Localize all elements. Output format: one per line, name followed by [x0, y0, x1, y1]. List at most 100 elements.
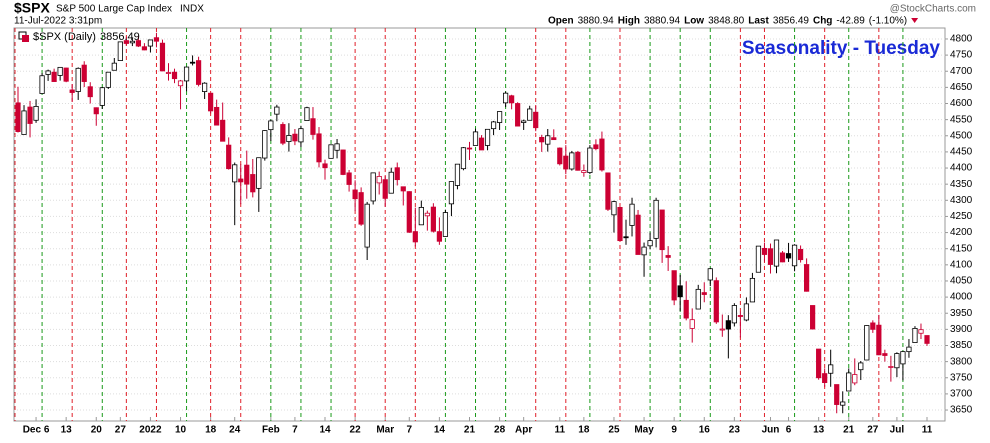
- candle-body: [177, 80, 184, 87]
- y-tick-label: 3850: [950, 340, 973, 351]
- candle-body: [376, 176, 382, 184]
- candle-body: [382, 179, 388, 199]
- candle-body: [671, 270, 677, 301]
- candle-body: [165, 72, 172, 74]
- x-tick-label: 6: [786, 425, 792, 436]
- y-tick-label: 3950: [950, 308, 973, 319]
- quote-chg: -42.89: [836, 16, 865, 27]
- candle-body: [894, 353, 900, 369]
- x-tick-label: 9: [671, 425, 677, 436]
- y-tick-label: 4300: [950, 195, 973, 206]
- candle-body: [617, 206, 623, 242]
- candle-body: [214, 106, 220, 126]
- x-tick-label: 7: [292, 425, 298, 436]
- x-tick-label: 10: [175, 425, 187, 436]
- candle-body: [220, 119, 226, 142]
- y-tick-label: 4400: [950, 163, 973, 174]
- candle-body: [484, 128, 491, 146]
- x-tick-label: 13: [61, 425, 73, 436]
- candle-body: [292, 133, 298, 142]
- candle-body: [665, 255, 671, 258]
- candle-body: [63, 67, 69, 82]
- y-tick-label: 3750: [950, 372, 973, 383]
- candle-body: [659, 209, 665, 251]
- y-tick-label: 3900: [950, 324, 973, 335]
- candle-body: [448, 181, 455, 205]
- candle-body: [39, 75, 45, 94]
- x-tick-label: 27: [867, 425, 879, 436]
- candle-body: [581, 170, 587, 173]
- candle-body: [707, 268, 713, 281]
- candle-body: [791, 244, 798, 267]
- candle-body: [888, 366, 894, 368]
- candle-body: [442, 212, 449, 237]
- candle-body: [713, 280, 719, 323]
- candle-body: [737, 315, 743, 317]
- candle-body: [870, 322, 876, 330]
- quote-chg-label: Chg: [813, 16, 832, 27]
- candle-body: [159, 42, 166, 72]
- candle-body: [683, 299, 689, 319]
- candle-body: [316, 133, 322, 163]
- candle-body: [226, 144, 232, 170]
- candle-body: [400, 186, 406, 192]
- x-tick-label: Mar: [376, 425, 394, 436]
- candle-body: [15, 102, 21, 132]
- candle-body: [587, 147, 593, 173]
- candle-body: [804, 264, 810, 292]
- candle-body: [418, 206, 424, 226]
- quote-chg-pct: (-1.10%): [869, 16, 907, 27]
- candle-body: [334, 143, 340, 151]
- candle-body: [123, 40, 129, 44]
- candle-body: [135, 40, 141, 47]
- x-tick-label: 14: [434, 425, 446, 436]
- candle-body: [238, 178, 244, 183]
- candle-body: [27, 106, 33, 124]
- candle-body: [509, 95, 515, 104]
- x-tick-label: 27: [115, 425, 127, 436]
- quote-low: 3848.80: [708, 16, 745, 27]
- credit: @StockCharts.com: [890, 4, 976, 15]
- x-tick-label: 18: [578, 425, 590, 436]
- candle-body: [755, 245, 762, 273]
- candle-body: [202, 82, 208, 92]
- quote-open-label: Open: [548, 16, 574, 27]
- candle-body: [569, 152, 575, 170]
- candle-body: [490, 121, 497, 130]
- candle-body: [527, 108, 533, 121]
- candle-body: [364, 203, 370, 248]
- y-tick-label: 3800: [950, 356, 973, 367]
- quote-last: 3856.49: [773, 16, 810, 27]
- candle-body: [731, 305, 737, 324]
- x-tick-label: May: [634, 425, 654, 436]
- y-tick-label: 4500: [950, 130, 973, 141]
- y-tick-label: 4700: [950, 66, 973, 77]
- candle-body: [195, 60, 202, 85]
- candle-body: [876, 324, 882, 356]
- candle-body: [840, 401, 846, 406]
- candle-body: [828, 364, 834, 374]
- candle-body: [21, 110, 27, 135]
- candle-body: [430, 206, 436, 232]
- candle-body: [725, 320, 731, 330]
- candle-body: [539, 136, 545, 143]
- candle-body: [882, 353, 888, 356]
- candle-body: [286, 135, 292, 142]
- candle-body: [563, 155, 569, 170]
- x-tick-label: 14: [319, 425, 331, 436]
- candle-body: [208, 92, 214, 112]
- quote-low-label: Low: [684, 16, 704, 27]
- date: 11-Jul-2022 3:31pm: [14, 16, 102, 27]
- candle-body: [244, 164, 250, 185]
- candle-body: [466, 147, 473, 150]
- x-tick-label: 25: [608, 425, 620, 436]
- quote: Open 3880.94 High 3880.94 Low 3848.80 Last 3856…: [548, 16, 919, 27]
- x-tick-label: Jun: [762, 425, 780, 436]
- candle-body: [412, 231, 418, 243]
- candle-body: [701, 292, 707, 295]
- candle-body: [864, 325, 870, 361]
- candle-body: [478, 137, 485, 151]
- candle-body: [454, 163, 461, 186]
- plot-border: [13, 27, 946, 422]
